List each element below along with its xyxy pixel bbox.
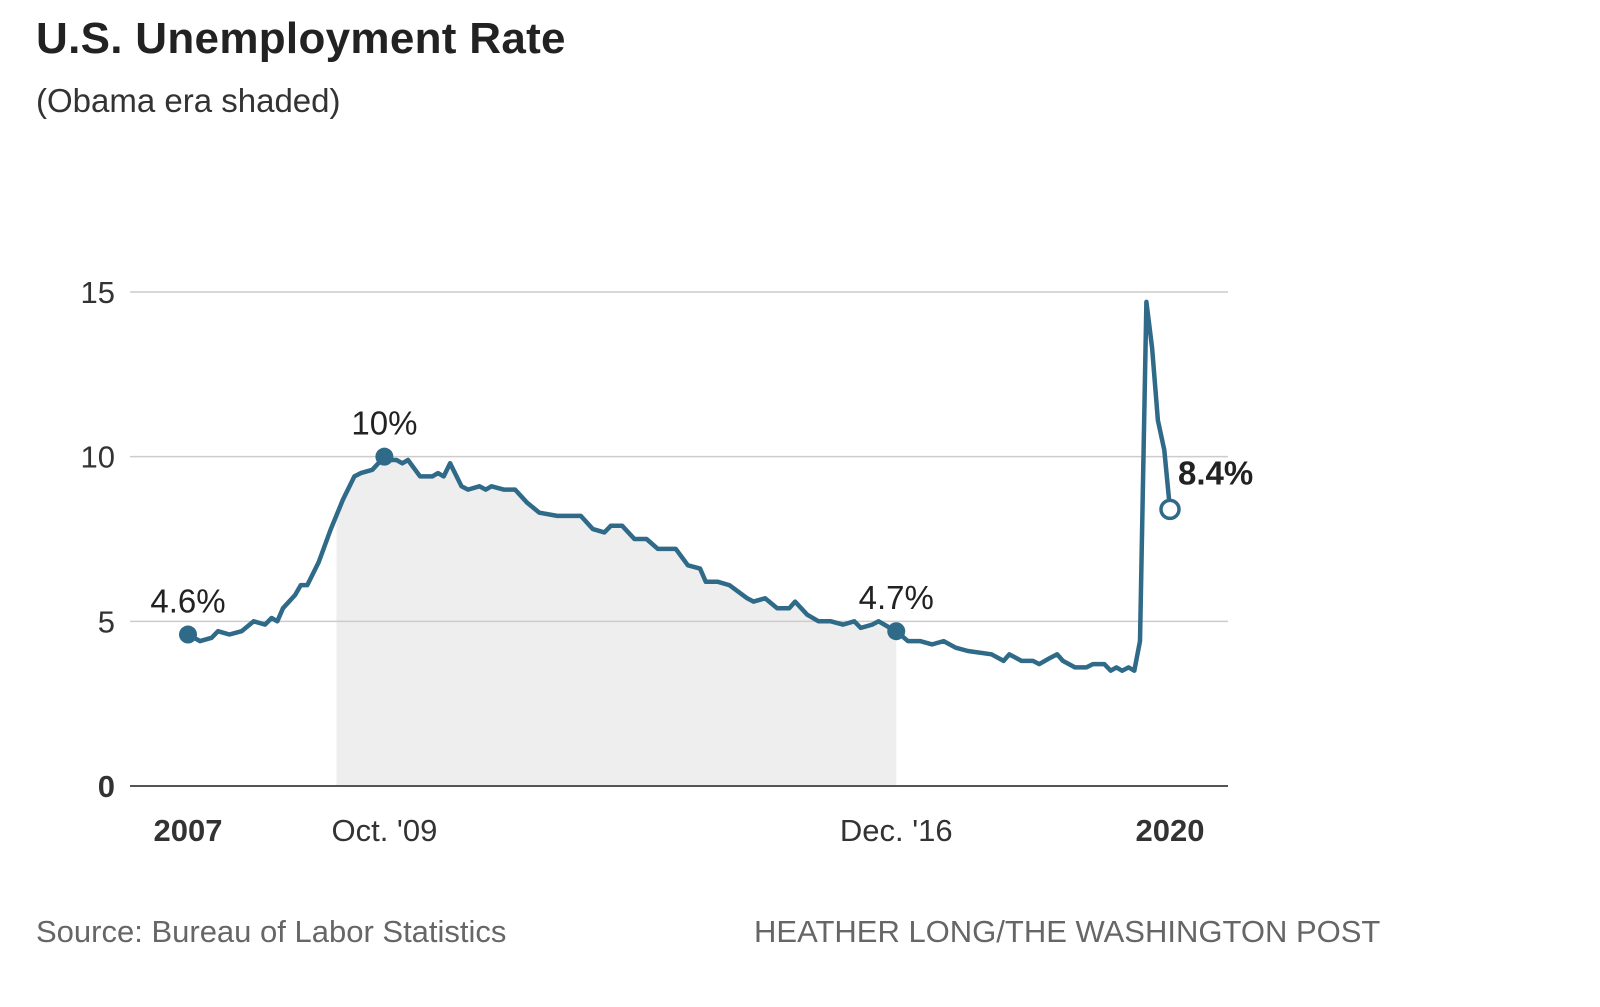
unemployment-series-line	[185, 299, 1173, 673]
y-tick-label: 5	[98, 604, 115, 639]
data-label: 8.4%	[1178, 454, 1253, 491]
data-point-marker	[1159, 498, 1181, 521]
data-point-marker	[179, 625, 197, 644]
y-tick-label: 0	[98, 769, 115, 804]
x-tick-label: 2007	[154, 813, 223, 848]
source-note: Source: Bureau of Labor Statistics	[36, 914, 507, 949]
x-tick-label: Dec. '16	[840, 813, 953, 848]
y-tick-label: 10	[81, 440, 115, 475]
data-point-marker	[375, 447, 394, 466]
credit-note: HEATHER LONG/THE WASHINGTON POST	[754, 914, 1381, 949]
x-tick-label: Oct. '09	[331, 813, 437, 848]
data-point-marker	[887, 622, 906, 641]
x-tick-label: 2020	[1136, 813, 1205, 848]
data-label: 4.7%	[859, 579, 934, 616]
y-tick-label: 15	[81, 275, 115, 310]
data-label: 4.6%	[150, 583, 225, 620]
chart-subtitle: (Obama era shaded)	[36, 82, 341, 119]
chart-title: U.S. Unemployment Rate	[36, 14, 566, 63]
data-label: 10%	[351, 405, 417, 442]
